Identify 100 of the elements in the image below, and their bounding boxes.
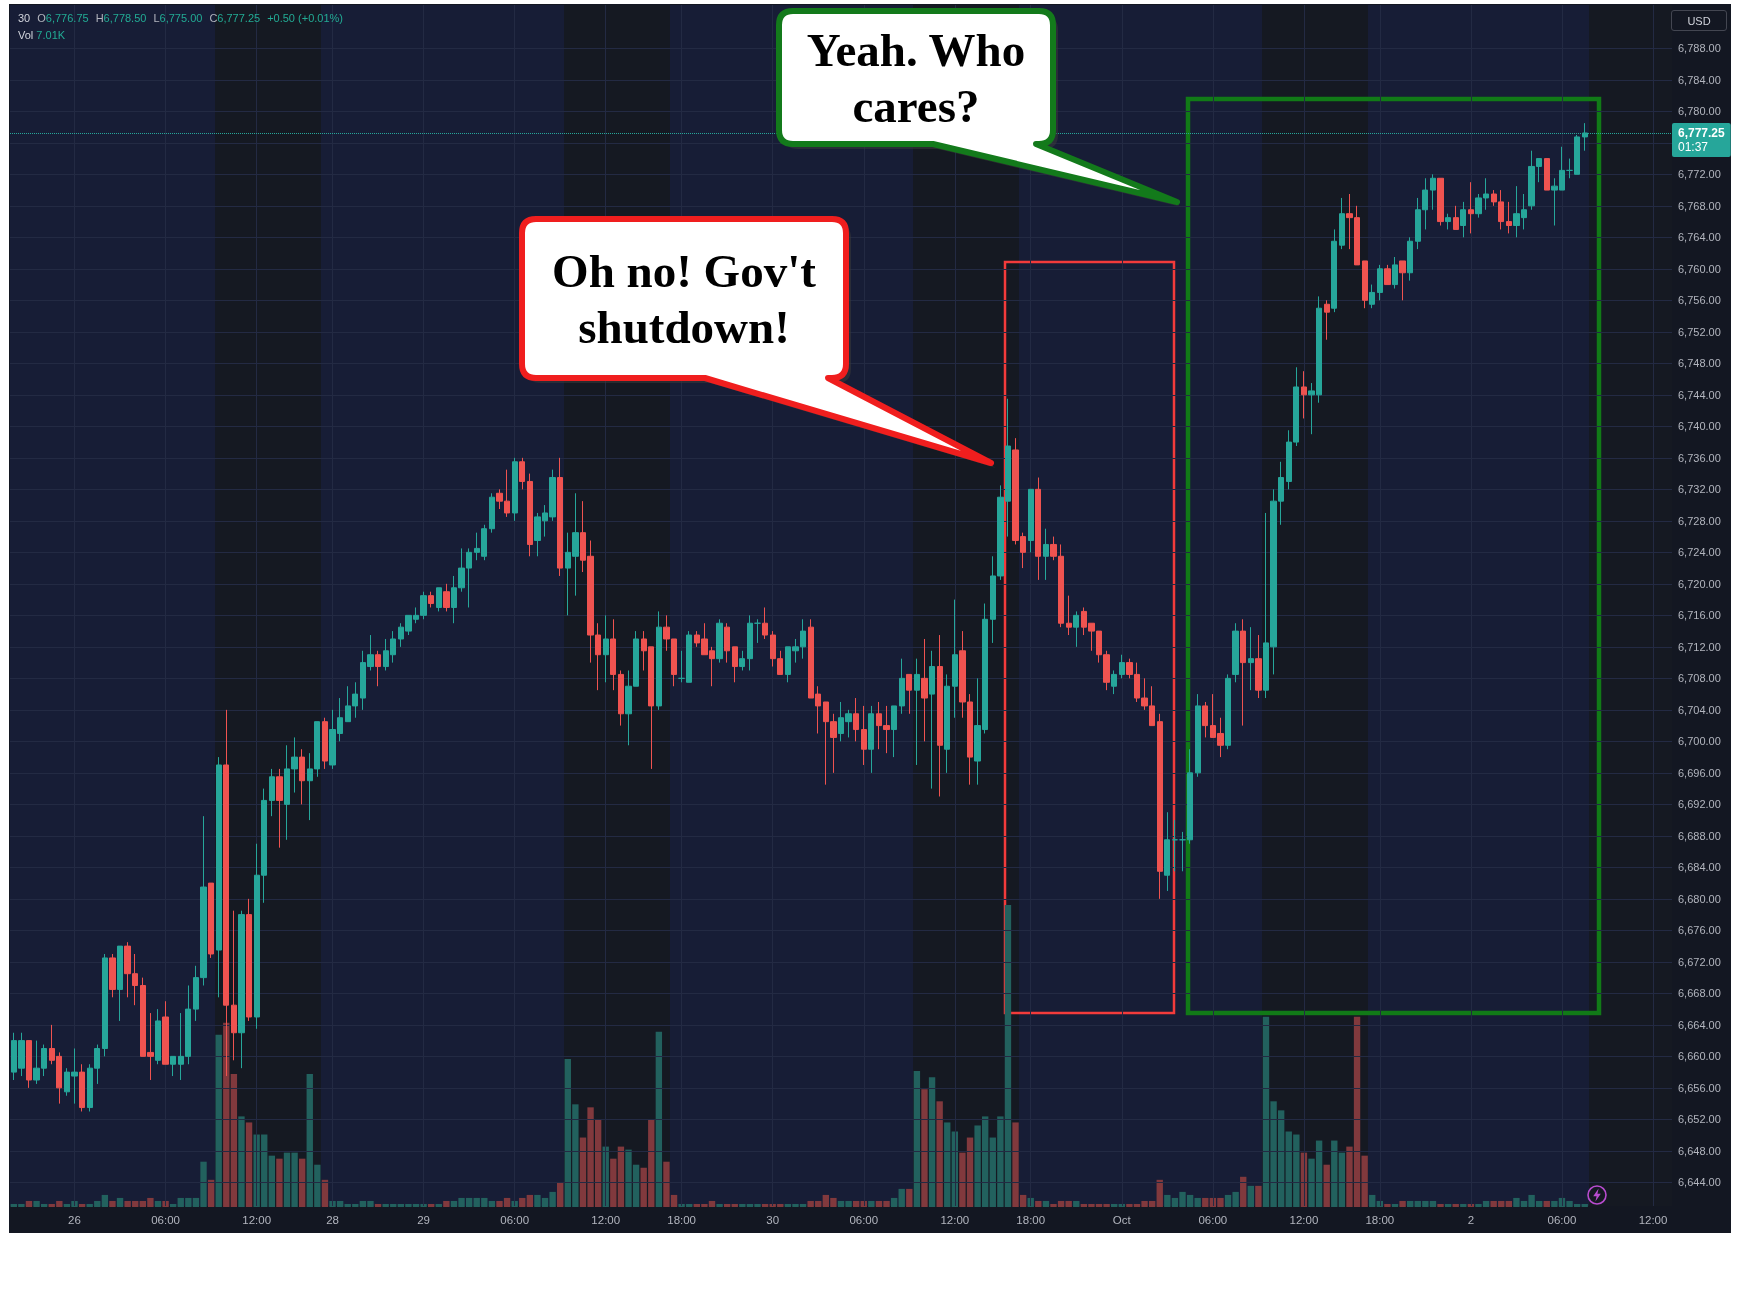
candlestick (754, 618, 761, 644)
candlestick (1377, 264, 1383, 301)
bar (238, 1115, 245, 1207)
y-tick-label: 6,668.00 (1678, 987, 1721, 1000)
y-tick-label: 6,780.00 (1678, 105, 1721, 118)
bar (1399, 1200, 1406, 1207)
candlestick (276, 768, 283, 849)
y-tick-label: 6,720.00 (1678, 577, 1721, 590)
bar (1391, 1203, 1399, 1207)
y-tick-label: 6,704.00 (1678, 703, 1721, 716)
ref-line-label: 6,777.25 (1678, 125, 1726, 140)
bar (906, 1188, 913, 1207)
bar (761, 1203, 769, 1207)
x-tick-label: 06:00 (151, 1214, 180, 1226)
bar (852, 1200, 860, 1207)
candlestick (1437, 177, 1444, 227)
candlestick (603, 614, 609, 683)
candlestick (1468, 181, 1474, 234)
bar (890, 1197, 898, 1207)
x-tick-label: 06:00 (500, 1214, 530, 1226)
candlestick (1240, 618, 1246, 727)
candlestick (216, 756, 222, 998)
candlestick (914, 658, 920, 766)
candlestick (891, 705, 897, 758)
annotation: C6,777.25 (209, 12, 261, 24)
y-tick-label: 6,712.00 (1678, 640, 1721, 653)
bar (374, 1203, 382, 1207)
candlestick (102, 953, 108, 1057)
candlestick (162, 1000, 169, 1065)
bar (723, 1203, 731, 1207)
candlestick (155, 1008, 161, 1065)
candlestick (1301, 370, 1307, 419)
bar (511, 1200, 518, 1207)
candlestick (1453, 205, 1459, 230)
bar (928, 1076, 936, 1207)
bar (913, 1070, 921, 1207)
candlestick (170, 1055, 176, 1077)
candlestick (489, 492, 495, 534)
bar (109, 1200, 116, 1207)
candlestick (375, 650, 381, 687)
candlestick (519, 457, 525, 490)
annotation: Yeah. Who cares? (805, 22, 1027, 134)
bar (215, 1034, 222, 1207)
candlestick (1043, 528, 1049, 581)
candlestick (1164, 811, 1170, 892)
bar (169, 1203, 177, 1207)
bar (868, 1200, 875, 1207)
y-tick-label: 6,740.00 (1678, 420, 1721, 433)
bar (428, 1203, 435, 1207)
bar (1202, 1197, 1209, 1207)
y-tick-label: 6,688.00 (1678, 829, 1721, 842)
candlestick (1248, 626, 1254, 691)
y-tick-label: 6,724.00 (1678, 546, 1721, 559)
y-tick-label: 6,736.00 (1678, 451, 1721, 464)
candlestick (1111, 669, 1117, 695)
x-tick-label: 12:00 (940, 1214, 970, 1226)
candlestick (656, 610, 662, 711)
candlestick (1324, 299, 1330, 341)
bar (154, 1200, 162, 1207)
annotation: L6,775.00 (153, 12, 203, 24)
candlestick (739, 650, 745, 671)
x-tick-label: 06:00 (849, 1214, 879, 1226)
annotation: +0.50 (+0.01%) (267, 11, 343, 25)
bar (1444, 1203, 1452, 1207)
bar (519, 1197, 526, 1207)
bar (435, 1203, 442, 1207)
candlestick (716, 618, 723, 664)
candlestick (1119, 654, 1125, 679)
bar (1452, 1203, 1459, 1207)
candlestick (618, 669, 624, 727)
candlestick (208, 882, 214, 959)
y-tick-label: 6,648.00 (1678, 1144, 1721, 1157)
y-tick-label: 6,756.00 (1678, 294, 1721, 307)
text: 01:37 (1678, 139, 1709, 154)
bar (1369, 1194, 1376, 1207)
bar (1073, 1200, 1080, 1207)
bar (1505, 1200, 1513, 1207)
candlestick (1232, 622, 1239, 683)
y-tick-label: 6,768.00 (1678, 199, 1721, 212)
bar (321, 1179, 329, 1207)
candlestick (929, 650, 935, 790)
y-tick-label: 6,660.00 (1678, 1050, 1721, 1063)
annotation: Vol 7.01K (18, 29, 66, 41)
candlestick (868, 705, 874, 774)
y-tick-label: 6,748.00 (1678, 357, 1721, 370)
annotation: O6,776.75 (37, 12, 89, 24)
bar (1247, 1185, 1254, 1207)
candlestick (557, 457, 563, 577)
candlestick (747, 614, 753, 671)
bar (731, 1203, 738, 1207)
bar (207, 1179, 215, 1207)
x-tick-label: 12:00 (591, 1214, 621, 1226)
y-tick-label: 6,644.00 (1678, 1176, 1721, 1189)
x-tick-label: 12:00 (242, 1214, 272, 1226)
y-tick-label: 6,708.00 (1678, 672, 1721, 685)
x-tick-label: 28 (326, 1214, 339, 1226)
y-tick-label: 6,752.00 (1678, 325, 1721, 338)
candlestick (1195, 693, 1201, 778)
bar (944, 1121, 951, 1207)
y-tick-label: 6,716.00 (1678, 609, 1721, 622)
